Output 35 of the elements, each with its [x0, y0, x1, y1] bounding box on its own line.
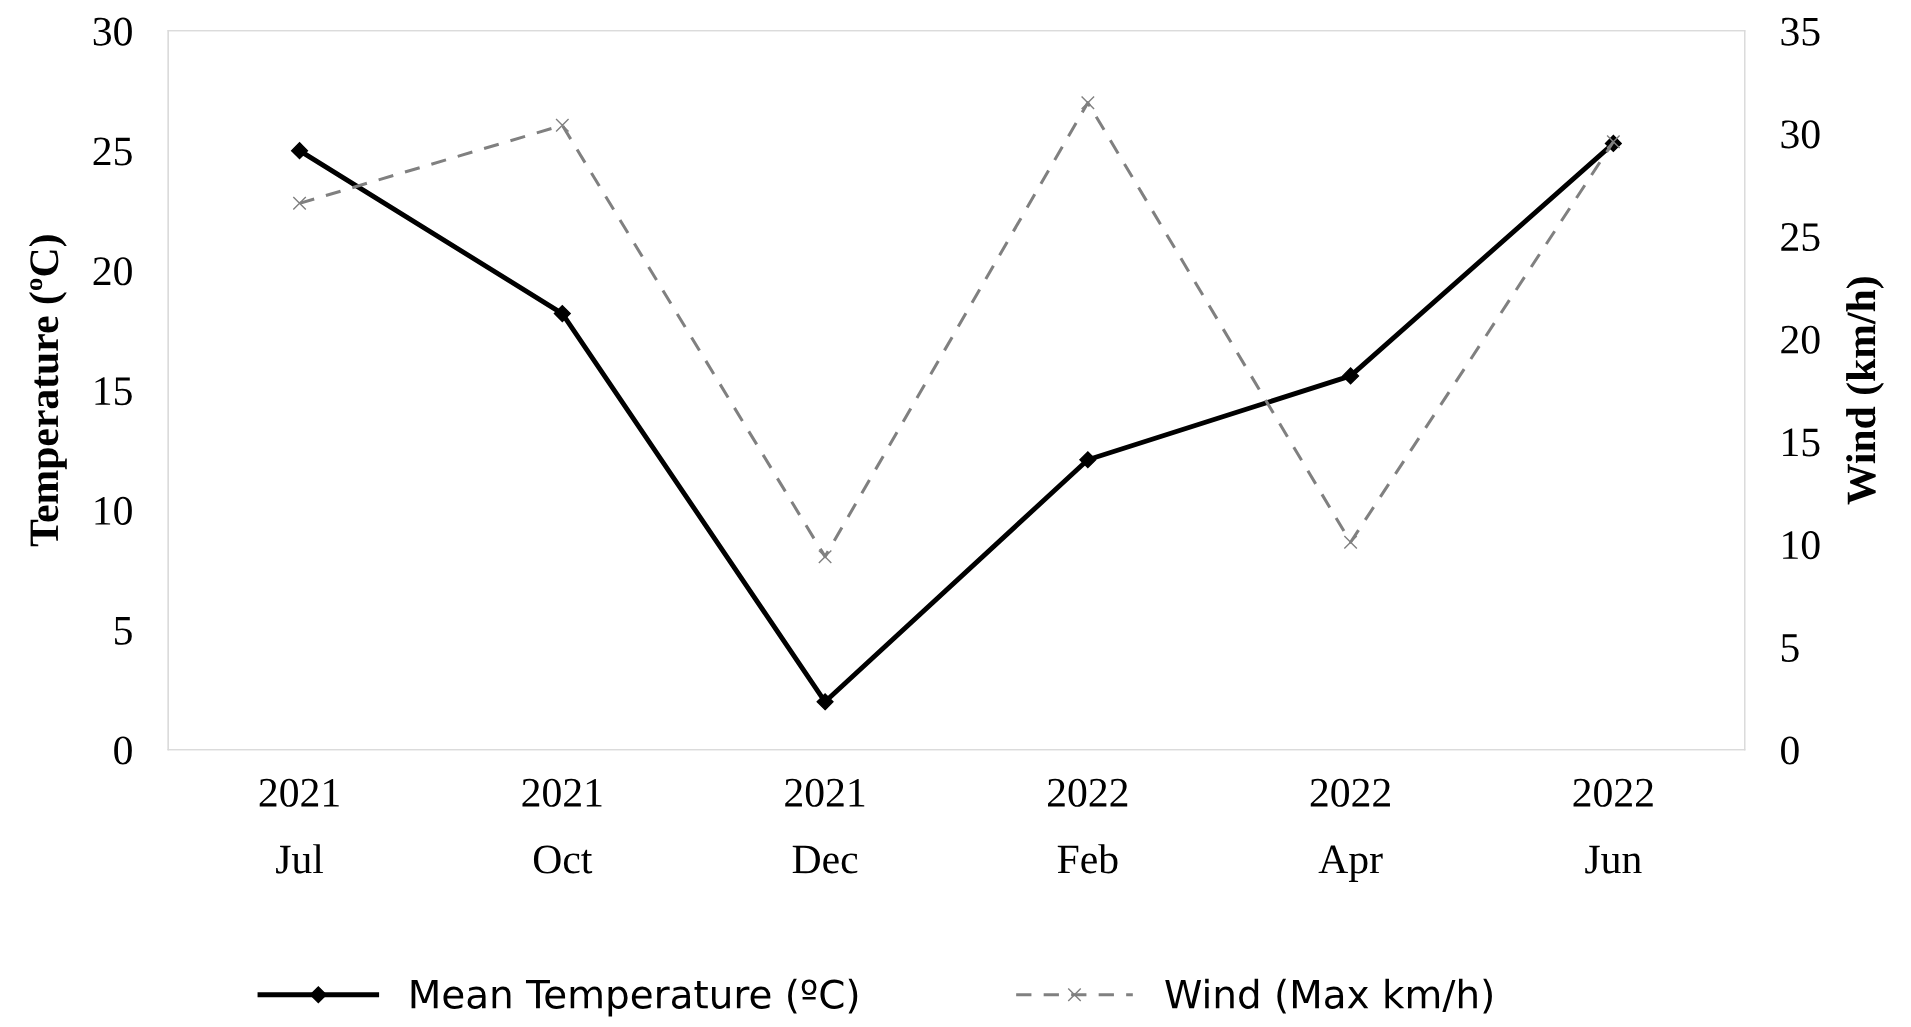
y-tick-label: 5	[115, 617, 132, 645]
point	[555, 118, 570, 133]
point	[1342, 367, 1360, 385]
point	[816, 693, 834, 711]
y2-tick-label: 25	[1781, 223, 1820, 252]
y-tick-label: 0	[114, 736, 132, 765]
point	[553, 305, 571, 323]
y-tick-label: 15	[95, 377, 132, 406]
legend-label: Mean Temperature (ºC)	[411, 978, 858, 1017]
y-tick-label: 25	[93, 137, 132, 166]
x-tick-label: 2022 Apr	[1310, 778, 1390, 882]
legend-label: Wind (Max km/h)	[1165, 978, 1492, 1014]
y2-tick-label: 30	[1781, 120, 1820, 149]
point	[290, 142, 309, 160]
y-axis-title: Temperature (ºC)	[28, 235, 67, 547]
y-tick-label: 10	[95, 496, 132, 525]
y2-tick-label: 0	[1781, 736, 1799, 765]
y-tick-label: 30	[93, 17, 132, 46]
x-tick-label: 2022 Feb	[1048, 778, 1128, 874]
point	[1080, 95, 1095, 110]
point	[1079, 451, 1097, 469]
y2-axis-title: Wind (km/h)	[1846, 277, 1884, 505]
y2-tick-label: 20	[1781, 325, 1820, 354]
y2-tick-label: 10	[1783, 531, 1820, 560]
point	[1343, 535, 1358, 550]
y2-tick-label: 35	[1781, 17, 1820, 46]
y2-tick-label: 15	[1783, 428, 1820, 457]
x-tick-label: 2021 Oct	[522, 778, 602, 874]
x-tick-label: 2021 Jul	[259, 778, 339, 874]
x-tick-label: 2022 Jun	[1573, 778, 1653, 874]
point	[818, 549, 833, 564]
y-tick-label: 20	[93, 257, 132, 286]
point	[292, 196, 307, 211]
y2-tick-label: 5	[1781, 634, 1799, 662]
x-tick-label: 2021 Dec	[785, 778, 865, 874]
